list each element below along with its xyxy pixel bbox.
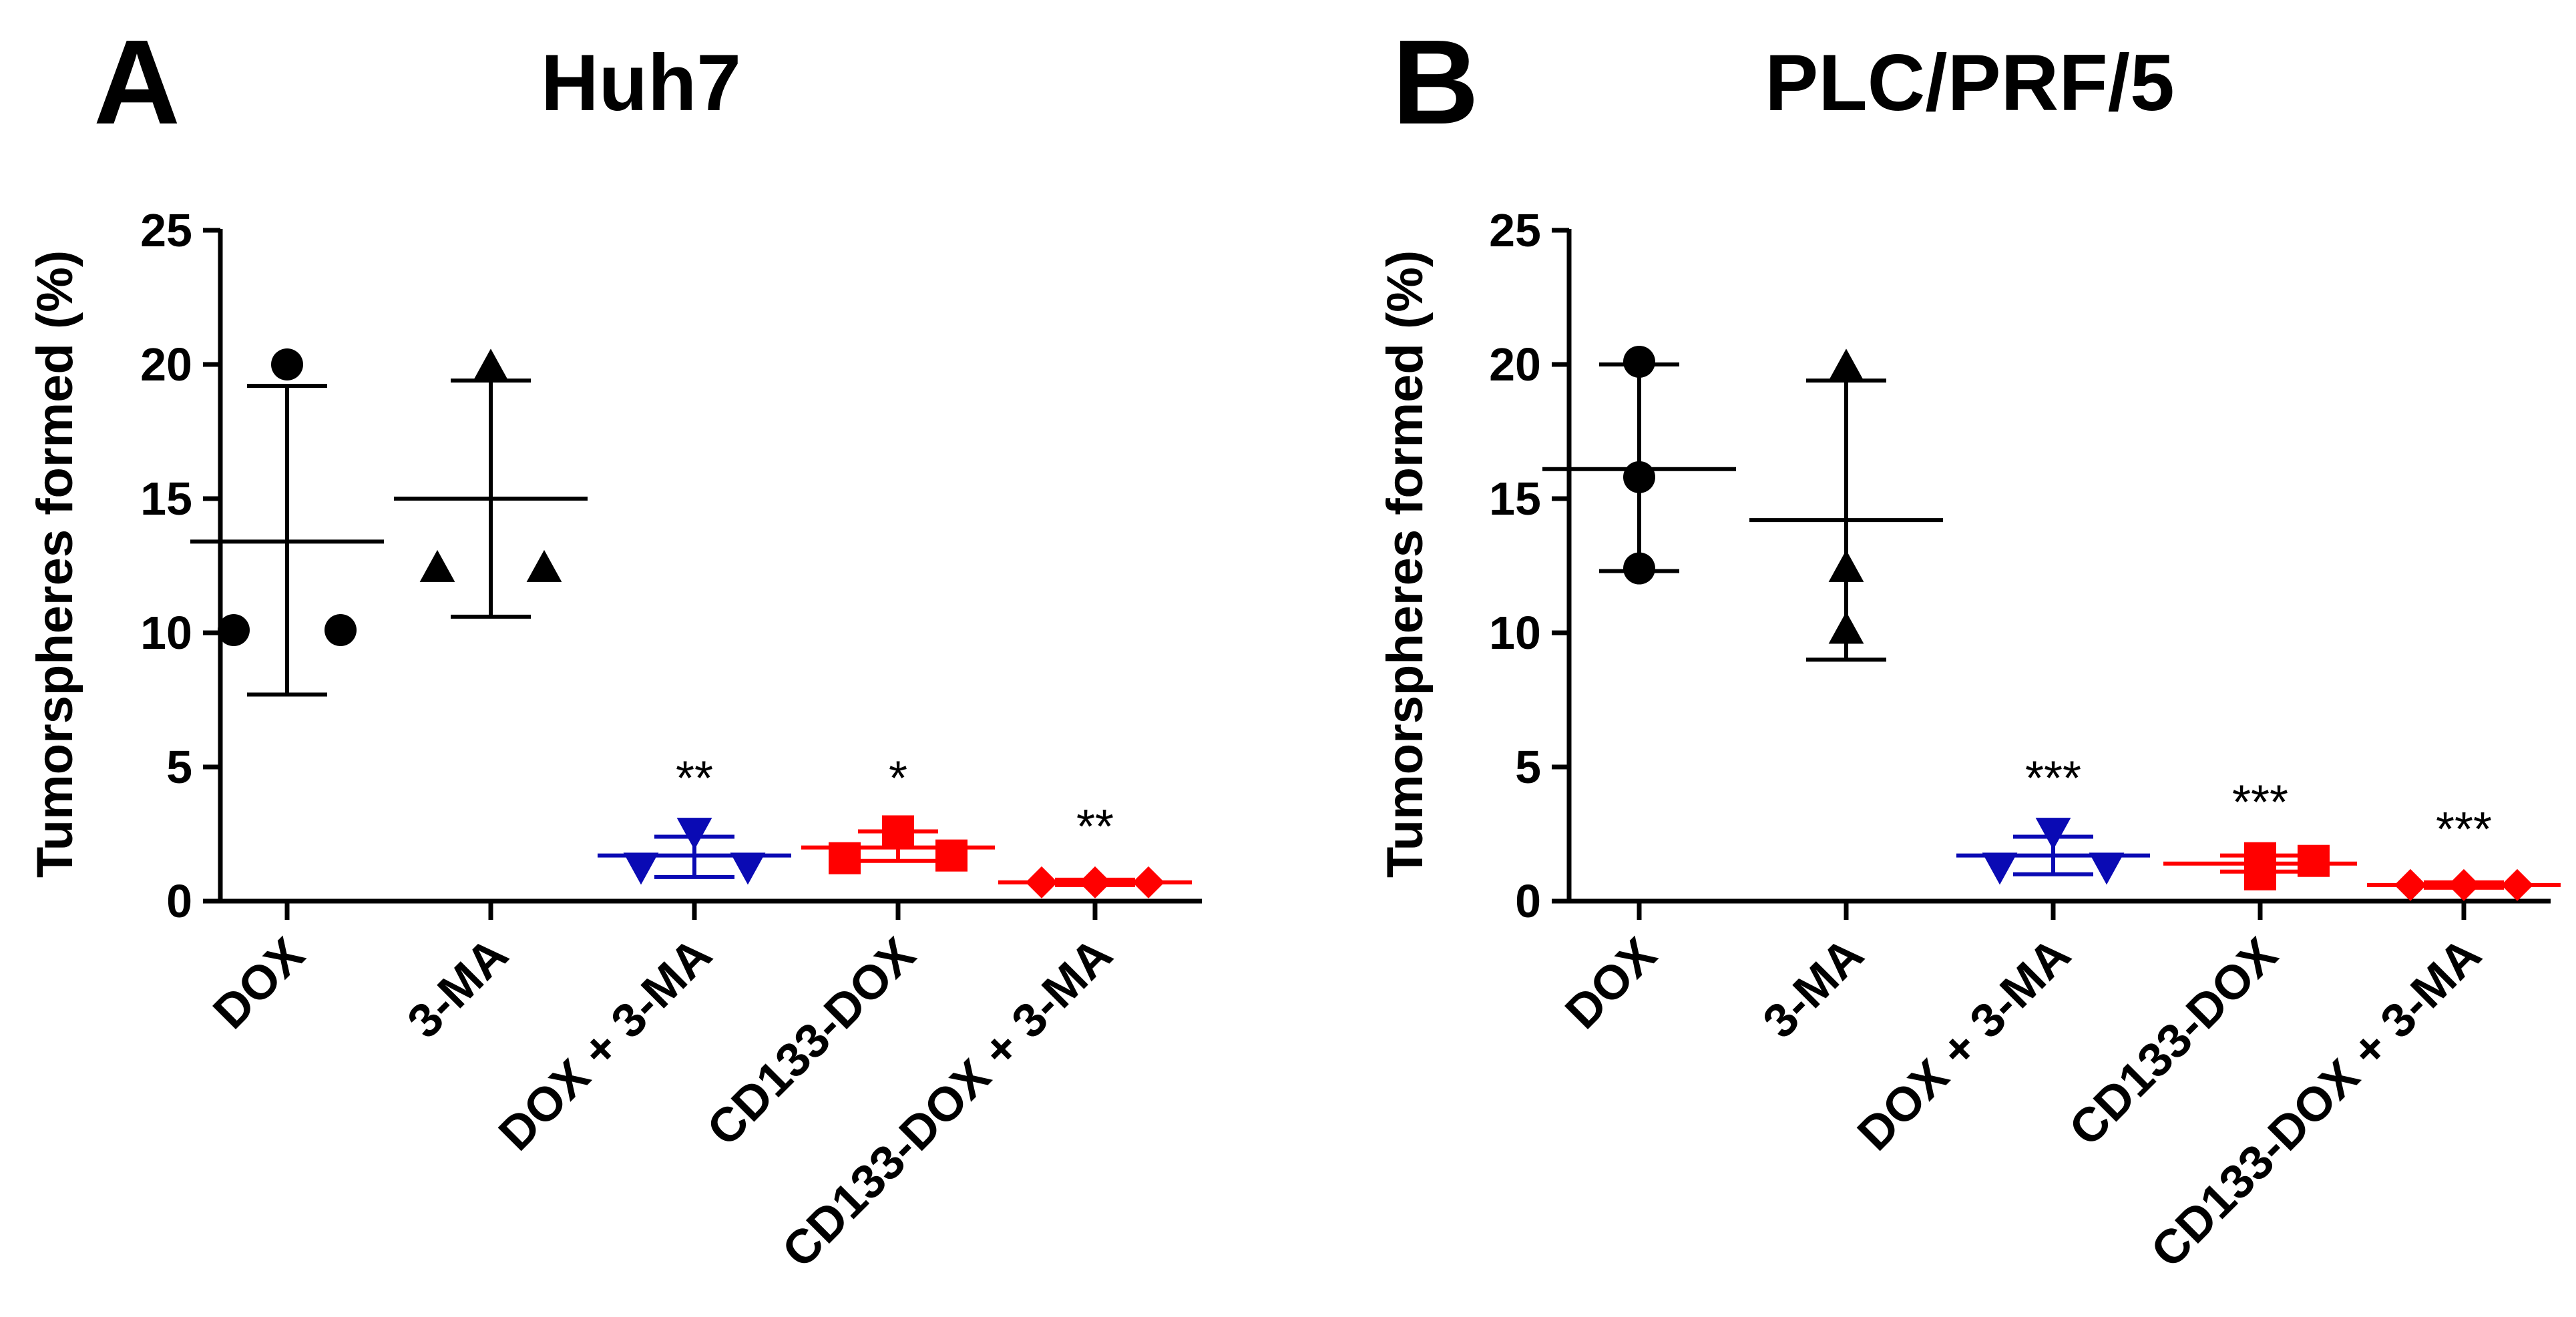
panel-letter: A [93,15,180,150]
data-point [2035,818,2071,850]
x-tick-label: DOX [203,928,314,1039]
y-tick-label: 20 [140,338,192,390]
y-tick-label: 15 [140,473,192,525]
x-tick-label: DOX + 3-MA [489,928,722,1161]
y-tick-label: 20 [1489,338,1541,390]
x-tick-label: DOX [1555,928,1667,1039]
data-point [473,348,509,381]
data-point [2394,868,2426,901]
data-point [2244,858,2276,890]
x-tick-label: CD133-DOX + 3-MA [773,928,1123,1278]
y-axis-label: Tumorspheres formed (%) [27,250,83,878]
data-point [218,613,250,646]
y-tick-label: 15 [1489,473,1541,525]
data-point [1828,549,1864,582]
significance-label: *** [2232,776,2288,830]
chart-title: PLC/PRF/5 [1765,38,2174,127]
panel-letter: B [1392,15,1479,150]
data-point [419,549,455,582]
y-tick-label: 0 [1515,875,1541,927]
y-tick-label: 25 [1489,204,1541,256]
x-tick-label: CD133-DOX [2059,928,2288,1156]
data-point [325,613,357,646]
data-group: 3-MA [394,348,588,1049]
significance-label: ** [1076,800,1114,854]
x-tick-label: 3-MA [397,928,518,1049]
data-point [271,348,303,380]
data-point [1623,461,1655,493]
data-point [676,818,712,850]
data-point [2089,852,2125,885]
data-point [1623,552,1655,585]
y-tick-label: 0 [166,875,192,927]
chart-title: Huh7 [541,38,741,127]
data-point [882,815,914,848]
data-point [829,842,861,874]
data-point [2298,844,2330,877]
significance-label: ** [676,752,713,805]
panel-b: B PLC/PRF/5 Tumorspheres formed (%) 0 5 10… [1377,15,2561,1278]
data-point [2501,868,2533,901]
y-tick-label: 10 [140,607,192,659]
significance-label: *** [2436,803,2492,856]
x-tick-label: CD133-DOX + 3-MA [2141,928,2492,1278]
data-point [935,839,968,872]
data-point [730,852,766,885]
data-point [1026,866,1058,898]
y-tick-label: 5 [1515,741,1541,793]
y-axis-label: Tumorspheres formed (%) [1377,250,1434,878]
data-point [1079,866,1111,898]
significance-label: *** [2025,752,2081,805]
panel-a: A Huh7 Tumorspheres formed (%) 0 5 10 15 20 2… [27,15,1202,1278]
data-point [1132,866,1164,898]
y-tick-label: 5 [166,741,192,793]
data-point [1828,348,1864,381]
data-point [1982,852,2018,885]
data-group: 3-MA [1749,348,1943,1049]
significance-label: * [889,752,907,805]
y-tick-label: 25 [140,204,192,256]
data-point [526,549,562,582]
x-tick-label: DOX + 3-MA [1848,928,2081,1161]
x-tick-label: 3-MA [1753,928,1874,1049]
data-point [1828,611,1864,644]
data-point [623,852,659,885]
y-tick-label: 10 [1489,607,1541,659]
data-point [1623,345,1655,378]
data-point [2448,868,2480,901]
data-group: DOX [1542,345,1736,1039]
